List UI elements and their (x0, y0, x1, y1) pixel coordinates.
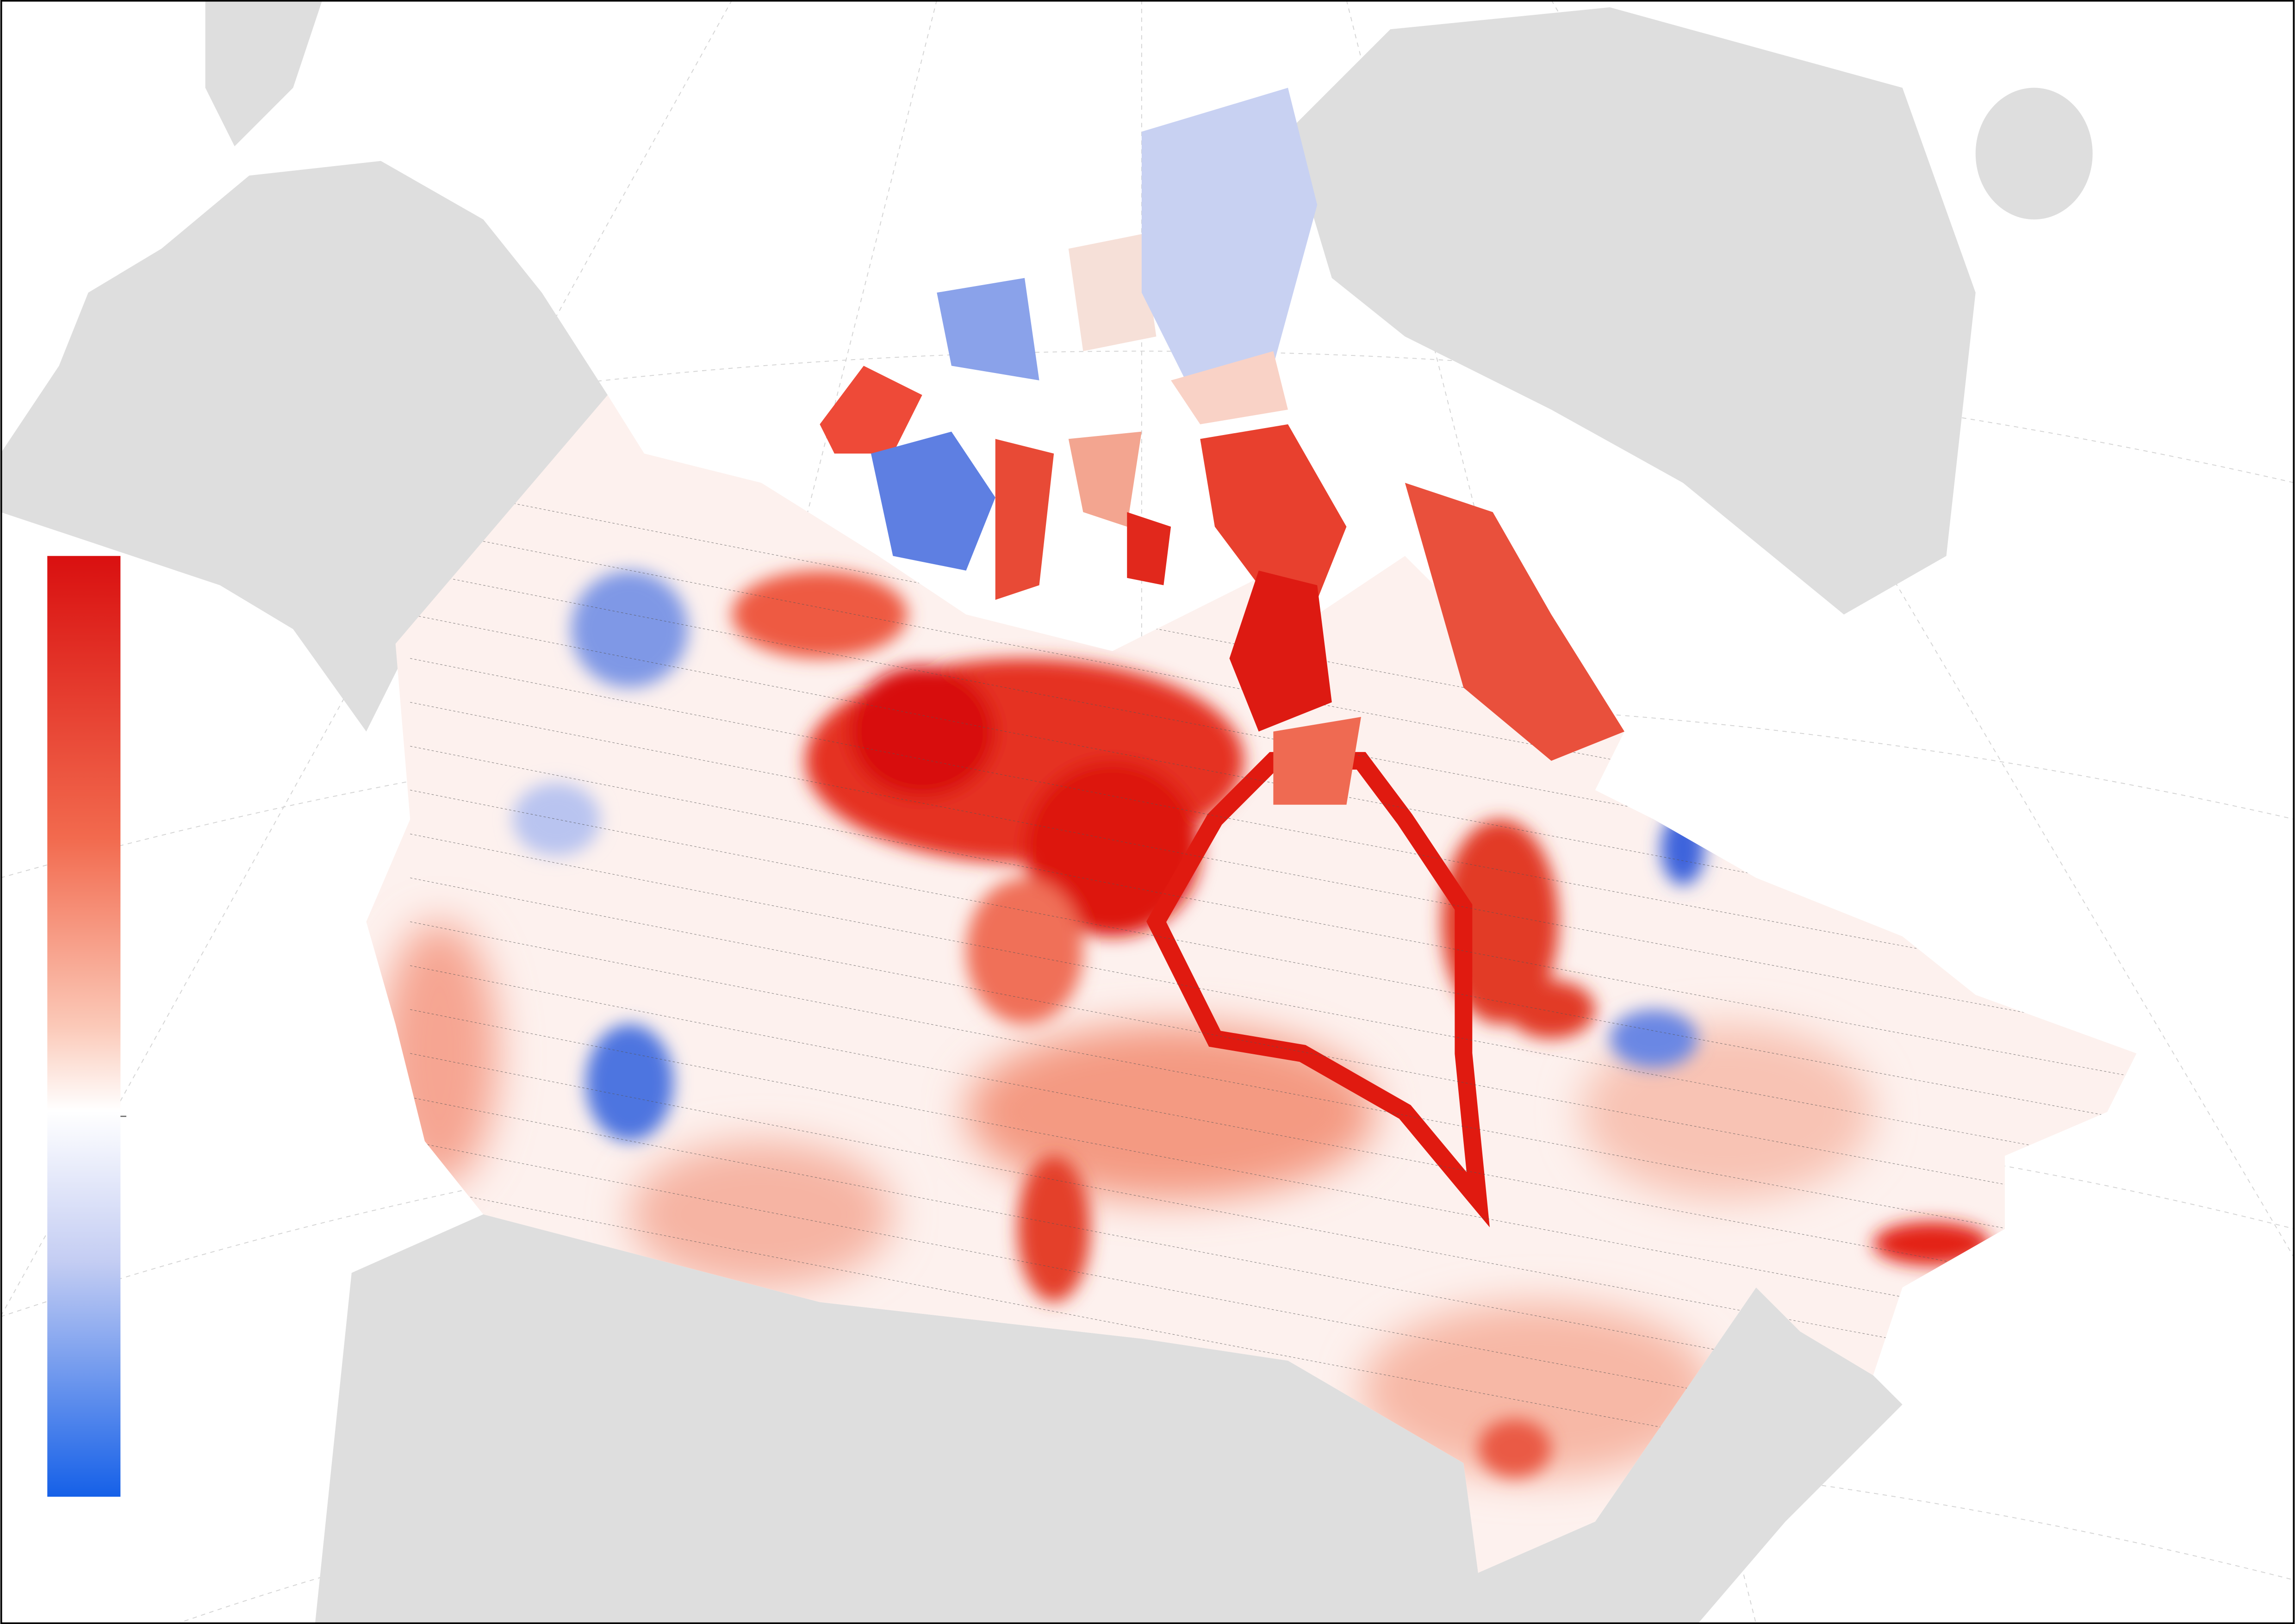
iceland (1975, 87, 2093, 220)
siberia (205, 0, 323, 147)
hudson-coast (1146, 752, 1490, 1227)
colorbar (47, 556, 126, 1497)
united-states (315, 1214, 1903, 1624)
colorbar-gradient (47, 556, 121, 1497)
arctic-islands (820, 87, 1625, 805)
greenland (1287, 7, 1976, 615)
foreign-land (0, 0, 2093, 1624)
